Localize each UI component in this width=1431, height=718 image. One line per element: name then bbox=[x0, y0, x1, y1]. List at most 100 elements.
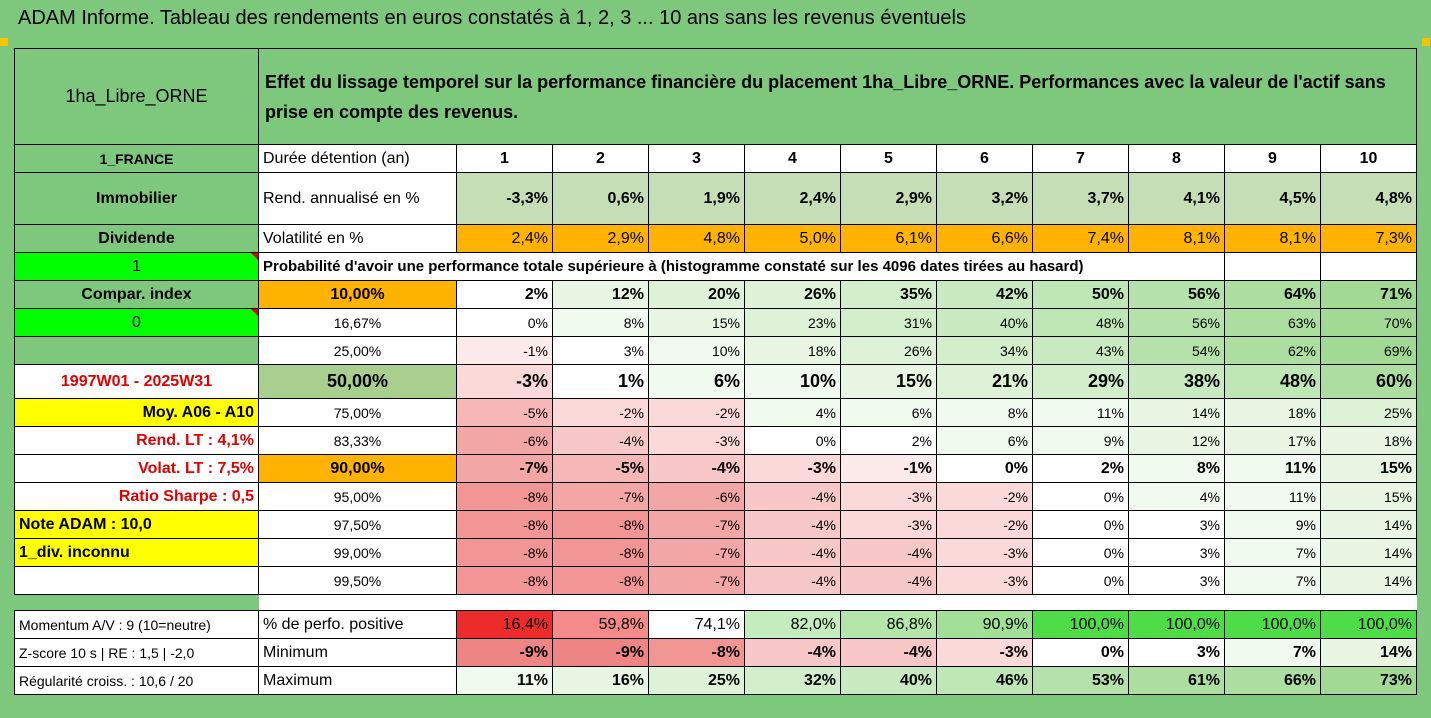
vol-value[interactable]: 5,0% bbox=[744, 224, 841, 253]
min-value[interactable]: 14% bbox=[1320, 638, 1417, 667]
vol-value[interactable]: 2,9% bbox=[552, 224, 649, 253]
prob-value[interactable]: 10% bbox=[744, 364, 841, 399]
max-value[interactable]: 16% bbox=[552, 666, 649, 695]
prob-value[interactable]: 2% bbox=[456, 280, 553, 309]
prob-value[interactable]: 14% bbox=[1128, 398, 1225, 427]
prob-value[interactable]: -8% bbox=[456, 482, 553, 511]
prob-value[interactable]: 18% bbox=[1224, 398, 1321, 427]
prob-value[interactable]: 26% bbox=[744, 280, 841, 309]
min-value[interactable]: -9% bbox=[552, 638, 649, 667]
prob-value[interactable]: 43% bbox=[1032, 336, 1129, 365]
min-value[interactable]: -8% bbox=[648, 638, 745, 667]
year-header[interactable]: 1 bbox=[456, 144, 553, 173]
empty-green-cell[interactable] bbox=[14, 336, 259, 365]
rend-value[interactable]: 2,4% bbox=[744, 172, 841, 225]
year-header[interactable]: 9 bbox=[1224, 144, 1321, 173]
year-header[interactable]: 10 bbox=[1320, 144, 1417, 173]
prob-value[interactable]: 14% bbox=[1320, 566, 1417, 595]
max-value[interactable]: 53% bbox=[1032, 666, 1129, 695]
prob-value[interactable]: -8% bbox=[456, 538, 553, 567]
prob-value[interactable]: 0% bbox=[936, 454, 1033, 483]
perf-pos-value[interactable]: 86,8% bbox=[840, 610, 937, 639]
prob-value[interactable]: -3% bbox=[936, 566, 1033, 595]
prob-value[interactable]: 40% bbox=[936, 308, 1033, 337]
prob-value[interactable]: -3% bbox=[840, 510, 937, 539]
spacer-green-cell[interactable] bbox=[14, 594, 259, 611]
vol-value[interactable]: 7,4% bbox=[1032, 224, 1129, 253]
min-value[interactable]: 7% bbox=[1224, 638, 1321, 667]
prob-value[interactable]: 15% bbox=[1320, 454, 1417, 483]
threshold-cell[interactable]: 99,50% bbox=[258, 566, 457, 595]
note-cell[interactable]: Note ADAM : 10,0 bbox=[14, 510, 259, 539]
prob-value[interactable]: 10% bbox=[648, 336, 745, 365]
prob-value[interactable]: 7% bbox=[1224, 538, 1321, 567]
asset-name-cell[interactable]: 1ha_Libre_ORNE bbox=[14, 48, 259, 145]
threshold-cell[interactable]: 99,00% bbox=[258, 538, 457, 567]
min-value[interactable]: -3% bbox=[936, 638, 1033, 667]
prob-value[interactable]: -1% bbox=[840, 454, 937, 483]
year-header[interactable]: 3 bbox=[648, 144, 745, 173]
prob-value[interactable]: -3% bbox=[744, 454, 841, 483]
perf-pos-value[interactable]: 59,8% bbox=[552, 610, 649, 639]
prob-value[interactable]: 15% bbox=[840, 364, 937, 399]
prob-value[interactable]: 0% bbox=[1032, 538, 1129, 567]
max-value[interactable]: 40% bbox=[840, 666, 937, 695]
rend-value[interactable]: 4,1% bbox=[1128, 172, 1225, 225]
prob-value[interactable]: 35% bbox=[840, 280, 937, 309]
prob-value[interactable]: 71% bbox=[1320, 280, 1417, 309]
prob-value[interactable]: -5% bbox=[456, 398, 553, 427]
min-value[interactable]: -4% bbox=[840, 638, 937, 667]
prob-value[interactable]: 0% bbox=[1032, 566, 1129, 595]
year-header[interactable]: 7 bbox=[1032, 144, 1129, 173]
prob-value[interactable]: 38% bbox=[1128, 364, 1225, 399]
perf-pos-value[interactable]: 16,4% bbox=[456, 610, 553, 639]
prob-value[interactable]: -4% bbox=[744, 482, 841, 511]
prob-value[interactable]: 6% bbox=[648, 364, 745, 399]
prob-value[interactable]: -4% bbox=[744, 510, 841, 539]
prob-value[interactable]: 63% bbox=[1224, 308, 1321, 337]
prob-value[interactable]: 56% bbox=[1128, 308, 1225, 337]
prob-value[interactable]: 50% bbox=[1032, 280, 1129, 309]
threshold-cell[interactable]: 95,00% bbox=[258, 482, 457, 511]
prob-value[interactable]: -7% bbox=[552, 482, 649, 511]
prob-value[interactable]: 6% bbox=[936, 426, 1033, 455]
prob-value[interactable]: 12% bbox=[552, 280, 649, 309]
one-cell[interactable]: 1 bbox=[14, 252, 259, 281]
perf-pos-value[interactable]: 100,0% bbox=[1320, 610, 1417, 639]
vol-value[interactable]: 6,1% bbox=[840, 224, 937, 253]
prob-value[interactable]: 69% bbox=[1320, 336, 1417, 365]
prob-value[interactable]: 48% bbox=[1224, 364, 1321, 399]
prob-value[interactable]: -8% bbox=[456, 510, 553, 539]
rend-value[interactable]: 3,2% bbox=[936, 172, 1033, 225]
rend-label[interactable]: Rend. annualisé en % bbox=[258, 172, 457, 225]
prob-value[interactable]: -5% bbox=[552, 454, 649, 483]
rend-lt-cell[interactable]: Rend. LT : 4,1% bbox=[14, 426, 259, 455]
prob-value[interactable]: 70% bbox=[1320, 308, 1417, 337]
prob-value[interactable]: -7% bbox=[648, 510, 745, 539]
perf-pos-value[interactable]: 74,1% bbox=[648, 610, 745, 639]
threshold-cell[interactable]: 25,00% bbox=[258, 336, 457, 365]
prob-value[interactable]: 0% bbox=[1032, 510, 1129, 539]
vol-value[interactable]: 7,3% bbox=[1320, 224, 1417, 253]
prob-value[interactable]: 14% bbox=[1320, 538, 1417, 567]
min-value[interactable]: -9% bbox=[456, 638, 553, 667]
vol-value[interactable]: 8,1% bbox=[1128, 224, 1225, 253]
prob-value[interactable]: 48% bbox=[1032, 308, 1129, 337]
rend-value[interactable]: 2,9% bbox=[840, 172, 937, 225]
vol-value[interactable]: 8,1% bbox=[1224, 224, 1321, 253]
max-value[interactable]: 46% bbox=[936, 666, 1033, 695]
prob-value[interactable]: 25% bbox=[1320, 398, 1417, 427]
max-value[interactable]: 66% bbox=[1224, 666, 1321, 695]
rend-value[interactable]: 1,9% bbox=[648, 172, 745, 225]
prob-value[interactable]: 2% bbox=[840, 426, 937, 455]
prob-value[interactable]: -4% bbox=[840, 566, 937, 595]
prob-value[interactable]: -3% bbox=[840, 482, 937, 511]
threshold-cell[interactable]: 83,33% bbox=[258, 426, 457, 455]
rend-value[interactable]: 0,6% bbox=[552, 172, 649, 225]
threshold-cell[interactable]: 97,50% bbox=[258, 510, 457, 539]
vol-value[interactable]: 4,8% bbox=[648, 224, 745, 253]
prob-value[interactable]: 20% bbox=[648, 280, 745, 309]
rend-value[interactable]: 3,7% bbox=[1032, 172, 1129, 225]
min-value[interactable]: -4% bbox=[744, 638, 841, 667]
spacer-cell[interactable] bbox=[258, 594, 1417, 611]
